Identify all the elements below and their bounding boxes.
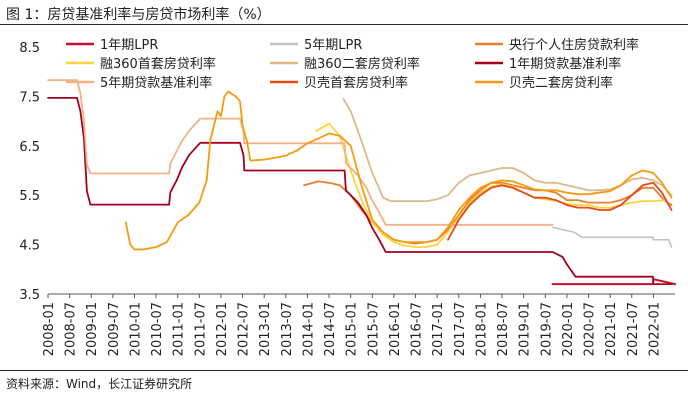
x-tick-label: 2017-01 xyxy=(431,302,446,356)
x-tick-label: 2022-01 xyxy=(647,302,662,356)
x-tick-label: 2008-01 xyxy=(42,302,57,356)
y-tick-label: 8.5 xyxy=(19,41,40,56)
x-tick-label: 2012-07 xyxy=(237,302,252,356)
x-tick-label: 2012-01 xyxy=(215,302,230,356)
legend-label: 贝壳首套房贷利率 xyxy=(304,75,408,91)
y-tick-label: 4.5 xyxy=(19,239,40,254)
x-tick-label: 2021-07 xyxy=(626,302,641,356)
x-tick-label: 2019-07 xyxy=(539,302,554,356)
x-tick-label: 2009-07 xyxy=(107,302,122,356)
title-rule xyxy=(0,24,688,25)
x-tick-label: 2021-01 xyxy=(604,302,619,356)
series-line-2 xyxy=(551,226,673,248)
x-tick-label: 2020-07 xyxy=(583,302,598,356)
series-line-8 xyxy=(447,181,673,241)
x-tick-label: 2016-07 xyxy=(410,302,425,356)
x-tick-label: 2017-07 xyxy=(453,302,468,356)
x-tick-label: 2014-01 xyxy=(301,302,316,356)
legend-label: 融360首套房贷利率 xyxy=(100,56,216,72)
legend-label: 5年期贷款基准利率 xyxy=(100,75,212,91)
x-tick-label: 2015-07 xyxy=(366,302,381,356)
x-tick-label: 2009-01 xyxy=(85,302,100,356)
y-tick-label: 7.5 xyxy=(19,90,40,105)
chart-axes: 3.5 4.5 5.5 6.5 7.5 8.5 2008-01 2008-07 2009-01 2… xyxy=(19,41,675,356)
legend-label: 央行个人住房贷款利率 xyxy=(509,37,639,53)
y-tick-label: 6.5 xyxy=(19,140,40,155)
x-tick-label: 2011-01 xyxy=(172,302,187,356)
x-tick-label: 2018-07 xyxy=(496,302,511,356)
x-tick-label: 2020-01 xyxy=(561,302,576,356)
x-tick-label: 2018-01 xyxy=(474,302,489,356)
source-rule xyxy=(0,370,688,371)
x-tick-label: 2008-07 xyxy=(64,302,79,356)
legend-label: 5年期LPR xyxy=(304,38,362,53)
x-tick-label: 2010-01 xyxy=(128,302,143,356)
source-note: 资料来源：Wind，长江证券研究所 xyxy=(6,377,193,391)
x-tick-label: 2013-07 xyxy=(280,302,295,356)
legend-label: 1年期LPR xyxy=(100,38,158,53)
x-tick-label: 2010-07 xyxy=(150,302,165,356)
x-tick-label: 2014-07 xyxy=(323,302,338,356)
x-tick-label: 2011-07 xyxy=(193,302,208,356)
y-tick-label: 3.5 xyxy=(19,288,40,303)
x-tick-label: 2016-01 xyxy=(388,302,403,356)
x-tick-label: 2015-01 xyxy=(345,302,360,356)
figure-title: 图 1：房贷基准利率与房贷市场利率（%） xyxy=(6,7,271,23)
series-line-7 xyxy=(47,79,554,226)
y-tick-label: 5.5 xyxy=(19,189,40,204)
legend-label: 1年期贷款基准利率 xyxy=(509,56,621,72)
series-line-6 xyxy=(47,97,673,285)
chart-series xyxy=(47,79,676,286)
legend-label: 融360二套房贷利率 xyxy=(304,56,420,72)
x-tick-label: 2013-01 xyxy=(258,302,273,356)
series-line-4 xyxy=(315,122,668,248)
legend-label: 贝壳二套房贷利率 xyxy=(509,75,613,91)
x-tick-label: 2019-01 xyxy=(518,302,533,356)
series-line-9 xyxy=(124,90,673,251)
